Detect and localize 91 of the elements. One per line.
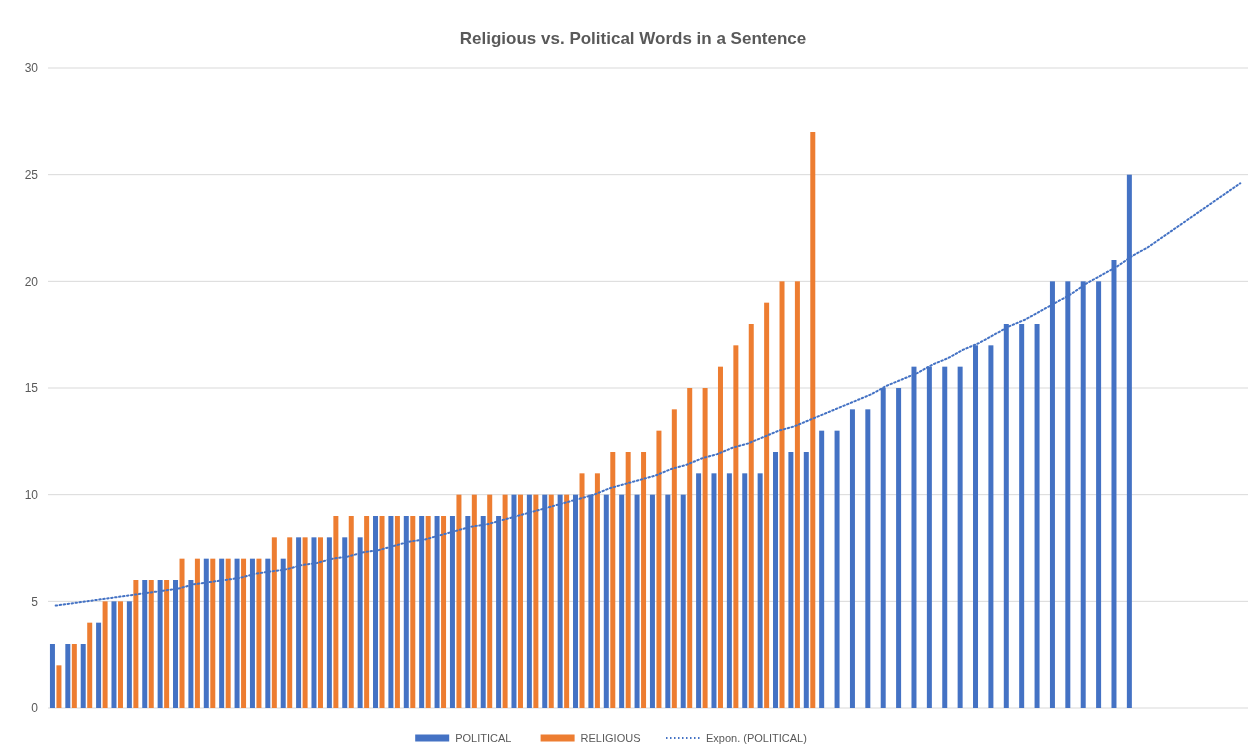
bar (333, 516, 339, 708)
bar (779, 281, 785, 708)
bar (379, 516, 385, 708)
bar (748, 324, 754, 708)
bar (687, 388, 693, 708)
bar (425, 516, 431, 708)
bar (696, 473, 702, 708)
bar (348, 516, 354, 708)
bar (256, 558, 262, 708)
bar (410, 516, 416, 708)
bar (742, 473, 748, 708)
bar (71, 644, 77, 708)
legend-label: RELIGIOUS (580, 731, 641, 744)
bar (896, 388, 902, 708)
y-tick-label: 15 (24, 381, 39, 396)
bar (133, 580, 139, 708)
bar (603, 494, 609, 708)
bar (102, 601, 108, 708)
bar (726, 473, 732, 708)
y-tick-label: 5 (31, 594, 39, 609)
legend-label: POLITICAL (455, 731, 512, 744)
bar (794, 281, 800, 708)
legend-label: Expon. (POLITICAL) (706, 731, 807, 744)
bar (717, 366, 723, 708)
bar (788, 452, 794, 708)
bar (210, 558, 216, 708)
bar (641, 452, 647, 708)
bar (757, 473, 763, 708)
bar (502, 494, 508, 708)
bar (517, 494, 523, 708)
bar (456, 494, 462, 708)
bar (834, 430, 840, 708)
bar (1034, 324, 1040, 708)
bar (764, 302, 770, 708)
bar (533, 494, 539, 708)
bar (194, 558, 200, 708)
bar (773, 452, 779, 708)
bar (942, 366, 948, 708)
bar (711, 473, 717, 708)
bar (579, 473, 585, 708)
bar (702, 388, 708, 708)
bar (225, 558, 231, 708)
bar (803, 452, 809, 708)
bar (117, 601, 123, 708)
bar (610, 452, 616, 708)
bar (164, 580, 170, 708)
y-tick-label: 20 (24, 274, 39, 289)
bar (656, 430, 662, 708)
bar (96, 622, 102, 708)
y-tick-label: 10 (24, 487, 39, 502)
bar (65, 644, 71, 708)
bar (819, 430, 825, 708)
y-tick-label: 25 (24, 167, 39, 182)
bar (634, 494, 640, 708)
bar (1096, 281, 1102, 708)
bar (126, 601, 132, 708)
bar (671, 409, 677, 708)
bar (594, 473, 600, 708)
bar (564, 494, 570, 708)
bar (148, 580, 154, 708)
bar (87, 622, 93, 708)
bar (665, 494, 671, 708)
bar (849, 409, 855, 708)
bar (394, 516, 400, 708)
chart-title: Religious vs. Political Words in a Sentence (459, 29, 807, 48)
bar (865, 409, 871, 708)
bar (271, 537, 277, 708)
bar (179, 558, 185, 708)
bar (649, 494, 655, 708)
bar (680, 494, 686, 708)
bar (625, 452, 631, 708)
bar (364, 516, 370, 708)
bar (56, 665, 62, 708)
y-tick-label: 0 (31, 701, 39, 716)
bar (302, 537, 308, 708)
bar (49, 644, 55, 708)
bar (988, 345, 994, 708)
bar (957, 366, 963, 708)
bar (441, 516, 447, 708)
bar (287, 537, 293, 708)
bar (241, 558, 247, 708)
bar (317, 537, 323, 708)
bar (619, 494, 625, 708)
bar (111, 601, 117, 708)
bar (810, 132, 816, 708)
bar (733, 345, 739, 708)
bar (471, 494, 477, 708)
bar (80, 644, 86, 708)
bar (548, 494, 554, 708)
y-tick-label: 30 (24, 61, 39, 76)
bar (487, 494, 493, 708)
